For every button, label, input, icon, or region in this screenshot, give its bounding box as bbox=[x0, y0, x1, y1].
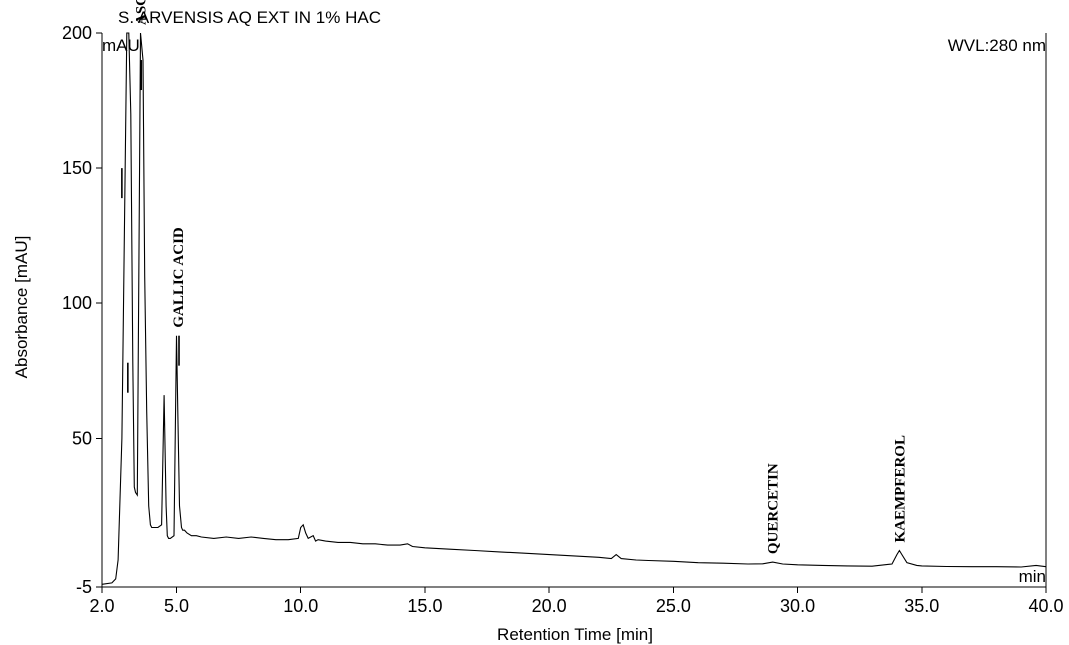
x-tick-label: 20.0 bbox=[532, 596, 567, 616]
y-tick-label: 200 bbox=[62, 23, 92, 43]
x-tick-label: 35.0 bbox=[904, 596, 939, 616]
y-axis-title: Absorbance [mAU] bbox=[12, 236, 31, 379]
x-tick-label: 25.0 bbox=[656, 596, 691, 616]
wavelength-label: WVL:280 nm bbox=[948, 36, 1046, 55]
x-tick-label: 15.0 bbox=[407, 596, 442, 616]
y-tick-label: 150 bbox=[62, 158, 92, 178]
x-unit-label: min bbox=[1019, 567, 1046, 586]
x-tick-label: 30.0 bbox=[780, 596, 815, 616]
peak-label: ASCORBIC ACID bbox=[134, 0, 150, 25]
y-tick-label: 50 bbox=[72, 428, 92, 448]
chart-title: S. ARVENSIS AQ EXT IN 1% HAC bbox=[118, 8, 381, 27]
x-tick-label: 10.0 bbox=[283, 596, 318, 616]
y-tick-label: -5 bbox=[76, 577, 92, 597]
x-tick-label: 5.0 bbox=[164, 596, 189, 616]
peak-label: KAEMPFEROL bbox=[892, 435, 908, 543]
peak-label: GALLIC ACID bbox=[171, 227, 187, 328]
chromatogram-trace bbox=[101, 32, 1047, 585]
y-tick-label: 100 bbox=[62, 293, 92, 313]
x-tick-label: 40.0 bbox=[1028, 596, 1063, 616]
x-tick-label: 2.0 bbox=[89, 596, 114, 616]
y-unit-label: mAU bbox=[102, 36, 140, 55]
x-axis-title: Retention Time [min] bbox=[497, 625, 653, 644]
peak-label: QUERCETIN bbox=[766, 463, 782, 554]
